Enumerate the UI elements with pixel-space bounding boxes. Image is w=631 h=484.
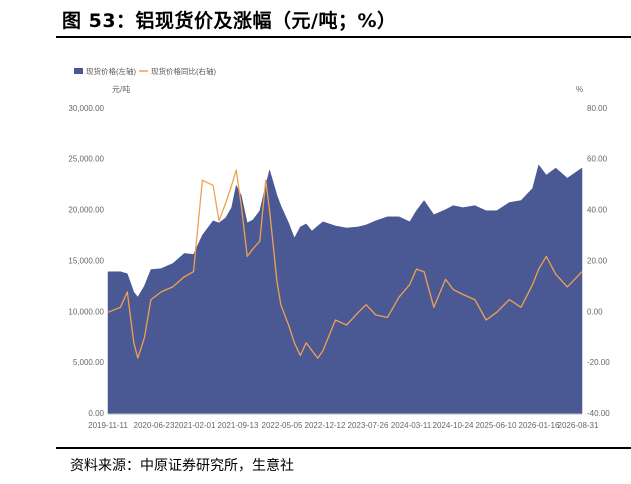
x-tick: 2021-09-13 (218, 421, 259, 430)
legend-label-yoy: 现货价格同比(右轴) (151, 66, 216, 76)
source-note: 资料来源：中原证券研究所，生意社 (70, 458, 294, 474)
x-tick: 2023-07-26 (348, 421, 389, 430)
right-axis-unit: % (576, 85, 583, 94)
series-line-yoy (107, 169, 583, 359)
x-tick: 2021-02-01 (175, 421, 216, 430)
left-tick: 0.00 (88, 409, 104, 418)
x-axis-ticks: 2019-11-11 2020-06-23 2021-02-01 2021-09… (88, 421, 599, 430)
price-chart: 现货价格(左轴) 现货价格同比(右轴) 元/吨 % 0.00 5,000.00 … (68, 66, 610, 430)
series-layer (107, 164, 583, 415)
left-tick: 30,000.00 (68, 104, 104, 113)
x-tick: 2026-08-31 (558, 421, 599, 430)
x-tick: 2022-12-12 (305, 421, 346, 430)
left-tick: 25,000.00 (68, 155, 104, 164)
x-tick: 2025-06-10 (476, 421, 517, 430)
left-axis-unit: 元/吨 (112, 84, 130, 94)
x-tick: 2022-05-05 (262, 421, 303, 430)
right-tick: 40.00 (587, 206, 608, 215)
left-tick: 20,000.00 (68, 206, 104, 215)
x-tick: 2019-11-11 (88, 421, 128, 430)
right-tick: 0.00 (587, 308, 603, 317)
title-rule (56, 36, 631, 38)
x-tick: 2026-01-16 (519, 421, 560, 430)
right-tick: -40.00 (587, 409, 610, 418)
figure-title: 图 53：铝现货价及涨幅（元/吨；%） (62, 10, 397, 32)
left-tick: 5,000.00 (73, 358, 105, 367)
left-tick: 10,000.00 (68, 308, 104, 317)
series-area-price (107, 164, 583, 415)
right-tick: -20.00 (587, 358, 610, 367)
x-tick: 2024-10-24 (433, 421, 474, 430)
legend-label-price: 现货价格(左轴) (86, 66, 136, 76)
chart-legend: 现货价格(左轴) 现货价格同比(右轴) (74, 66, 216, 76)
source-rule (56, 447, 631, 449)
left-tick: 15,000.00 (68, 257, 104, 266)
left-axis-ticks: 0.00 5,000.00 10,000.00 15,000.00 20,000… (68, 104, 104, 418)
right-tick: 80.00 (587, 104, 608, 113)
right-tick: 20.00 (587, 257, 608, 266)
right-axis-ticks: -40.00 -20.00 0.00 20.00 40.00 60.00 80.… (587, 104, 610, 418)
x-tick: 2020-06-23 (134, 421, 175, 430)
x-tick: 2024-03-11 (391, 421, 432, 430)
legend-swatch-price (74, 68, 83, 74)
right-tick: 60.00 (587, 155, 608, 164)
